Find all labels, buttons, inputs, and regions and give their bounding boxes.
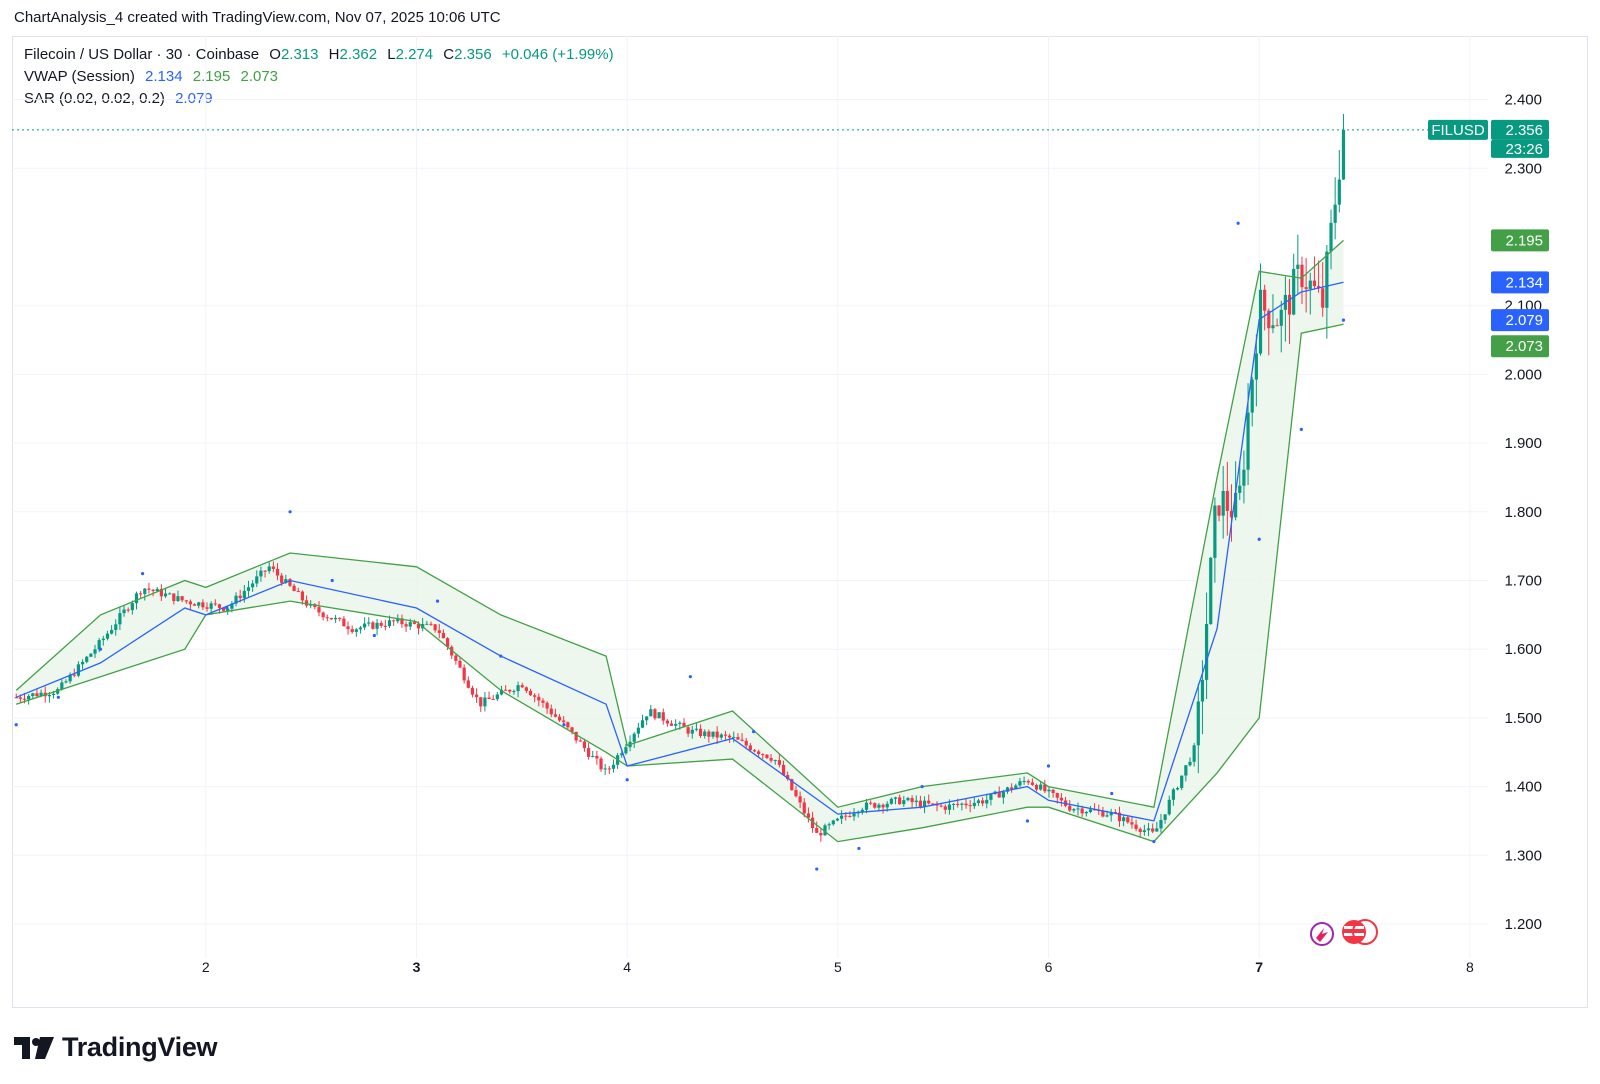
close-label: C: [443, 46, 455, 63]
vwap-label[interactable]: VWAP (Session): [24, 68, 135, 85]
chart-frame: [12, 36, 1588, 1008]
symbol-title[interactable]: Filecoin / US Dollar · 30 · Coinbase: [24, 46, 260, 63]
vwap-upper-value: 2.195: [192, 68, 231, 85]
sar-value: 2.079: [175, 90, 213, 107]
open-label: O: [269, 46, 281, 63]
high-label: H: [328, 46, 340, 63]
close-value: 2.356: [454, 46, 492, 63]
high-value: 2.362: [339, 46, 378, 63]
low-value: 2.274: [395, 46, 434, 63]
symbol-legend[interactable]: Filecoin / US Dollar · 30 · Coinbase O2.…: [24, 46, 620, 63]
change-value: +0.046 (+1.99%): [501, 46, 614, 63]
low-label: L: [387, 46, 396, 63]
sar-legend[interactable]: SAR (0.02, 0.02, 0.2) 2.079: [24, 90, 219, 107]
tradingview-logo-icon: [14, 1036, 54, 1059]
open-value: 2.313: [280, 46, 319, 63]
tradingview-logo[interactable]: TradingView: [14, 1032, 218, 1063]
sar-label[interactable]: SAR (0.02, 0.02, 0.2): [24, 90, 165, 107]
chart-caption: ChartAnalysis_4 created with TradingView…: [14, 9, 501, 26]
vwap-legend[interactable]: VWAP (Session) 2.134 2.195 2.073: [24, 68, 284, 85]
vwap-value: 2.134: [145, 68, 183, 85]
brand-name: TradingView: [62, 1032, 218, 1062]
vwap-lower-value: 2.073: [240, 68, 279, 85]
